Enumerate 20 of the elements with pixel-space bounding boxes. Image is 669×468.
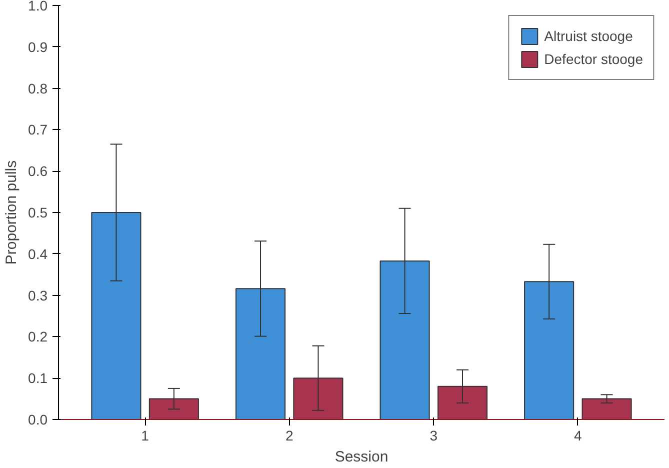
x-tick-label: 1 bbox=[141, 428, 150, 444]
y-tick-label: 1.0 bbox=[28, 0, 48, 14]
y-tick-label: 0.1 bbox=[28, 370, 48, 386]
x-axis-title: Session bbox=[334, 448, 388, 466]
y-tick-label: 0.7 bbox=[28, 122, 48, 138]
x-tick-label: 3 bbox=[430, 428, 438, 444]
bar bbox=[582, 398, 632, 420]
x-tick-label: 2 bbox=[285, 428, 294, 444]
legend-label: Defector stooge bbox=[544, 51, 643, 67]
y-tick-label: 0.2 bbox=[28, 328, 48, 345]
y-tick-label: 0.6 bbox=[28, 163, 48, 180]
y-tick-label: 0.0 bbox=[28, 412, 48, 428]
y-axis-title: Proportion pulls bbox=[3, 160, 20, 265]
y-tick-label: 0.4 bbox=[28, 246, 48, 262]
y-tick-label: 0.3 bbox=[28, 287, 48, 304]
x-tick-label: 4 bbox=[574, 428, 582, 444]
y-tick-label: 0.9 bbox=[28, 38, 48, 55]
y-tick-label: 0.5 bbox=[28, 204, 48, 220]
legend-label: Altruist stooge bbox=[544, 28, 633, 44]
y-tick-label: 0.8 bbox=[28, 80, 48, 96]
